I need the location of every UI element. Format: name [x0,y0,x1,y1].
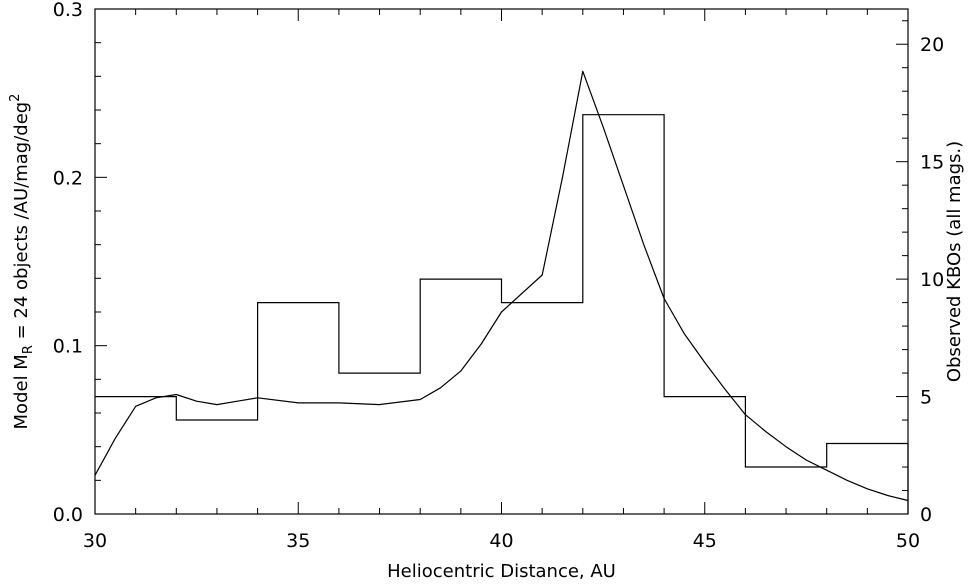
y-right-tick-label: 0 [920,504,932,526]
x-tick-label: 50 [896,530,920,552]
series-layer [94,70,909,514]
y-right-tick-label: 10 [920,269,944,291]
tick-marks [94,8,909,515]
x-tick-label: 35 [286,530,310,552]
tick-labels: 30 35 40 45 50 0.0 0.1 0.2 0.3 0 5 10 15 20 [53,0,944,552]
y-left-title-superscript: 2 [8,94,23,102]
x-tick-label: 30 [83,530,107,552]
y-left-title-middle: = 24 objects /AU/mag/deg [11,102,32,345]
x-tick-label: 45 [693,530,717,552]
plot-frame [94,8,909,515]
observed-histogram-outline [95,114,909,514]
y-axis-left-title: Model MR = 24 objects /AU/mag/deg2 [8,94,36,430]
x-axis-title: Heliocentric Distance, AU [387,561,616,582]
y-left-tick-label: 0.2 [53,167,83,189]
y-left-tick-label: 0.3 [53,0,83,21]
y-left-title-subscript: R [21,345,36,354]
y-left-title-prefix: Model M [11,354,32,429]
x-tick-label: 40 [489,530,513,552]
y-axis-right-title: Observed KBOs (all mags.) [944,141,965,382]
y-right-tick-label: 5 [920,387,932,409]
model-curve-line [94,70,909,502]
y-left-tick-label: 0.1 [53,336,83,358]
y-left-tick-label: 0.0 [53,504,83,526]
y-right-tick-label: 20 [920,34,944,56]
y-right-tick-label: 15 [920,152,944,174]
